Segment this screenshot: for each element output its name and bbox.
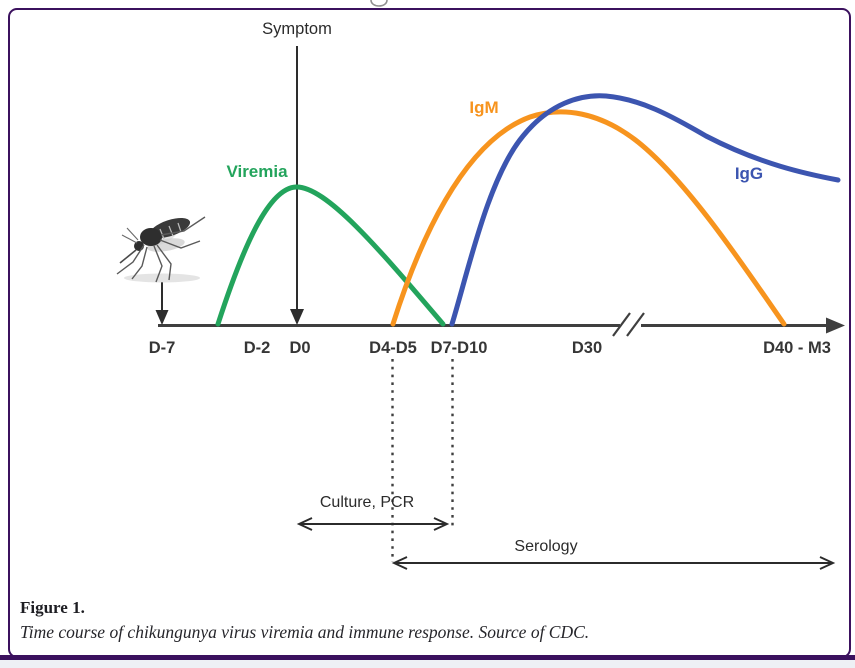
tick-d0: D0 [289,339,311,357]
tick-d7-d10: D7-D10 [430,339,488,357]
viremia-curve [215,184,446,327]
culture-pcr-label: Culture, PCR [319,494,415,511]
page-margin-strip [0,660,855,668]
figure-caption-text: Time course of chikungunya virus viremia… [20,622,590,642]
tick-d4-d5: D4-D5 [369,339,417,357]
page-bottom-rule [0,655,855,660]
viremia-label: Viremia [226,162,288,181]
symptom-label: Symptom [262,20,332,38]
igm-label: IgM [469,98,499,117]
serology-range-arrow [391,556,836,570]
tick-d30: D30 [571,339,603,357]
axis-break-icon [612,312,645,337]
figure-border [8,8,851,658]
tick-d-2: D-2 [243,339,271,357]
igm-curve [390,109,787,327]
tick-d-7: D-7 [148,339,176,357]
tick-d40-m3: D40 - M3 [763,339,831,357]
axis-arrowhead-icon [826,317,845,334]
igg-label: IgG [734,164,764,183]
culture-pcr-range-arrow [296,517,450,531]
serology-label: Serology [514,538,578,555]
bite-arrow [155,282,169,325]
symptom-arrow [290,46,304,325]
mosquito-image [116,216,206,283]
figure-caption-title: Figure 1. [20,598,85,617]
cropped-text-artifact [370,0,388,7]
igg-curve [449,93,841,327]
